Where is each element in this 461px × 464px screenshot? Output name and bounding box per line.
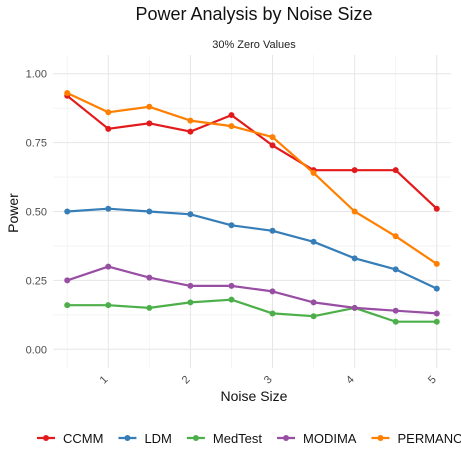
series-line-permanova xyxy=(66,92,438,265)
legend: CCMM LDM MedTest MODIMA PERMANOVA xyxy=(37,431,461,446)
data-point-permanova xyxy=(310,169,317,176)
legend-key-point xyxy=(192,435,199,441)
y-axis-ticks: 0.00 0.25 0.50 0.75 1.00 xyxy=(26,69,47,357)
data-point-permanova xyxy=(146,103,153,110)
x-tick-label: 4 xyxy=(344,374,357,387)
data-point-medtest xyxy=(146,304,153,311)
data-point-ldm xyxy=(105,205,112,212)
data-point-modima xyxy=(433,310,440,317)
y-tick-label: 0.50 xyxy=(26,207,47,219)
data-point-ccmm xyxy=(351,167,358,174)
legend-item-medtest: MedTest xyxy=(186,431,263,446)
data-point-medtest xyxy=(310,313,317,320)
data-point-ccmm xyxy=(228,112,235,119)
legend-key-point xyxy=(124,435,131,441)
x-axis-ticks: 1 2 3 4 5 xyxy=(98,374,439,387)
x-tick-label: 1 xyxy=(98,374,111,387)
data-point-permanova xyxy=(269,134,276,141)
data-point-permanova xyxy=(64,90,71,97)
data-point-ccmm xyxy=(105,125,112,132)
data-point-modima xyxy=(392,307,399,314)
legend-item-ldm: LDM xyxy=(118,431,172,446)
data-point-permanova xyxy=(433,260,440,267)
data-point-permanova xyxy=(392,233,399,240)
legend-item-modima: MODIMA xyxy=(277,431,357,446)
data-point-ldm xyxy=(187,211,194,218)
data-point-medtest xyxy=(228,296,235,303)
data-point-ldm xyxy=(433,285,440,292)
data-point-medtest xyxy=(105,302,112,309)
y-tick-label: 1.00 xyxy=(26,69,47,81)
data-point-ccmm xyxy=(146,120,153,127)
legend-label: PERMANOVA xyxy=(397,431,461,446)
legend-item-ccmm: CCMM xyxy=(37,431,103,446)
data-point-medtest xyxy=(187,299,194,306)
data-point-permanova xyxy=(105,109,112,116)
data-point-modima xyxy=(146,274,153,281)
data-point-modima xyxy=(228,282,235,289)
x-tick-label: 2 xyxy=(180,374,193,387)
series-permanova xyxy=(64,90,440,267)
series-line-ccmm xyxy=(66,94,438,210)
x-axis-title: Noise Size xyxy=(221,388,288,404)
legend-label: CCMM xyxy=(63,431,103,446)
data-point-medtest xyxy=(269,310,276,317)
legend-item-permanova: PERMANOVA xyxy=(371,431,461,446)
y-tick-label: 0.00 xyxy=(26,344,47,356)
series-layer xyxy=(64,90,440,325)
series-modima xyxy=(64,263,440,317)
data-point-ccmm xyxy=(433,205,440,212)
series-ldm xyxy=(64,205,440,292)
data-point-medtest xyxy=(64,302,71,309)
legend-key-point xyxy=(43,435,49,441)
y-tick-label: 0.25 xyxy=(26,275,47,287)
data-point-modima xyxy=(187,282,194,289)
y-tick-label: 0.75 xyxy=(26,138,47,150)
chart-title: Power Analysis by Noise Size xyxy=(135,4,372,24)
data-point-permanova xyxy=(228,123,235,130)
data-point-ldm xyxy=(351,255,358,262)
data-point-permanova xyxy=(351,208,358,215)
data-point-ccmm xyxy=(392,167,399,174)
legend-key-point xyxy=(283,435,290,441)
data-point-ccmm xyxy=(187,128,194,135)
data-point-ldm xyxy=(392,266,399,273)
x-tick-label: 5 xyxy=(426,374,439,387)
data-point-ldm xyxy=(146,208,153,215)
data-point-permanova xyxy=(187,117,194,124)
x-tick-label: 3 xyxy=(262,374,275,387)
data-point-modima xyxy=(269,288,276,295)
data-point-modima xyxy=(351,304,358,311)
data-point-modima xyxy=(105,263,112,270)
data-point-ldm xyxy=(64,208,71,215)
series-line-medtest xyxy=(67,298,437,323)
legend-key-point xyxy=(377,435,384,441)
data-point-ccmm xyxy=(269,142,276,149)
data-point-modima xyxy=(64,277,71,284)
data-point-medtest xyxy=(392,318,399,325)
legend-label: LDM xyxy=(144,431,171,446)
chart-subtitle: 30% Zero Values xyxy=(212,39,296,51)
legend-label: MODIMA xyxy=(303,431,357,446)
series-line-ldm xyxy=(67,207,438,290)
series-line-modima xyxy=(66,265,437,315)
y-axis-title: Power xyxy=(5,193,21,233)
data-point-ldm xyxy=(269,227,276,234)
data-point-modima xyxy=(310,299,317,306)
data-point-ldm xyxy=(310,238,317,245)
legend-label: MedTest xyxy=(213,431,263,446)
data-point-medtest xyxy=(433,318,440,325)
data-point-ldm xyxy=(228,222,235,229)
